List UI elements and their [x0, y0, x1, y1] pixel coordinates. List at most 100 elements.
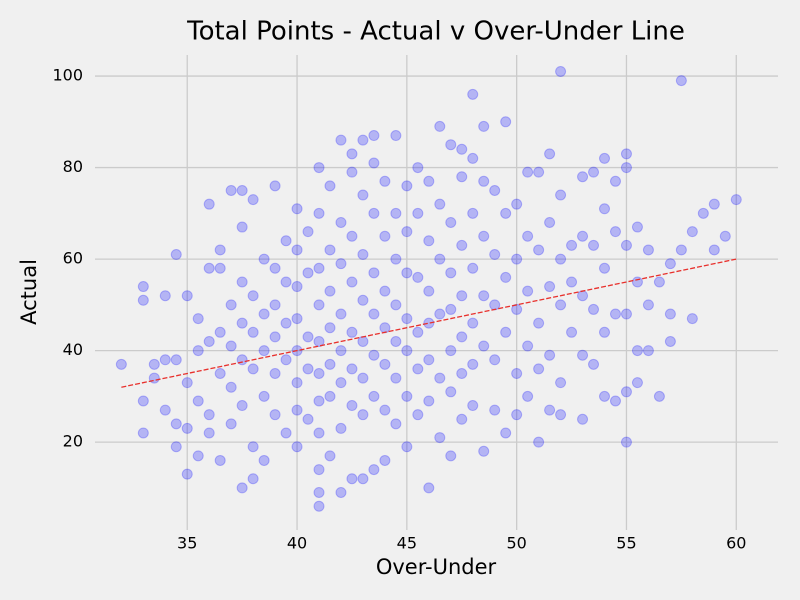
- point: [379, 404, 391, 416]
- point: [533, 166, 545, 178]
- point: [500, 326, 512, 338]
- point: [269, 331, 281, 343]
- point: [456, 290, 468, 302]
- point: [434, 308, 446, 320]
- point: [533, 363, 545, 375]
- point: [401, 345, 413, 357]
- point: [588, 166, 600, 178]
- point: [401, 226, 413, 238]
- point: [192, 450, 204, 462]
- point: [445, 386, 457, 398]
- point: [313, 335, 325, 347]
- point: [357, 473, 369, 485]
- point: [379, 322, 391, 334]
- point: [192, 313, 204, 325]
- point: [192, 345, 204, 357]
- point: [302, 363, 314, 375]
- point: [368, 464, 380, 476]
- point: [291, 377, 303, 389]
- point: [357, 294, 369, 306]
- point: [203, 427, 215, 439]
- point: [335, 345, 347, 357]
- point: [631, 345, 643, 357]
- y-tick-label: 80: [63, 157, 83, 176]
- point: [588, 358, 600, 370]
- point: [258, 390, 270, 402]
- point: [269, 180, 281, 192]
- point: [247, 363, 259, 375]
- point: [577, 171, 589, 183]
- point: [258, 308, 270, 320]
- point: [247, 473, 259, 485]
- point: [291, 203, 303, 215]
- point: [533, 244, 545, 256]
- point: [522, 340, 534, 352]
- point: [511, 409, 523, 421]
- point: [324, 285, 336, 297]
- point: [181, 468, 193, 480]
- point: [324, 244, 336, 256]
- point: [181, 290, 193, 302]
- point: [544, 148, 556, 160]
- point: [313, 262, 325, 274]
- point: [269, 262, 281, 274]
- point: [555, 253, 567, 265]
- point: [346, 230, 358, 242]
- point: [588, 303, 600, 315]
- point: [280, 317, 292, 329]
- point: [159, 404, 171, 416]
- point: [708, 198, 720, 210]
- point: [500, 427, 512, 439]
- point: [390, 130, 402, 142]
- point: [730, 194, 742, 206]
- point: [511, 367, 523, 379]
- point: [423, 482, 435, 494]
- point: [566, 326, 578, 338]
- point: [664, 308, 676, 320]
- point: [478, 290, 490, 302]
- point: [313, 367, 325, 379]
- point: [401, 313, 413, 325]
- point: [467, 358, 479, 370]
- point: [368, 130, 380, 142]
- point: [412, 162, 424, 174]
- point: [599, 390, 611, 402]
- point: [368, 390, 380, 402]
- point: [159, 290, 171, 302]
- point: [291, 244, 303, 256]
- point: [214, 326, 226, 338]
- point: [247, 290, 259, 302]
- point: [203, 198, 215, 210]
- point: [577, 290, 589, 302]
- point: [423, 235, 435, 247]
- point: [335, 377, 347, 389]
- point: [511, 253, 523, 265]
- point: [236, 276, 248, 288]
- point: [280, 276, 292, 288]
- point: [181, 422, 193, 434]
- y-tick-label: 60: [63, 249, 83, 268]
- point: [686, 313, 698, 325]
- point: [335, 486, 347, 498]
- point: [544, 216, 556, 228]
- point: [555, 409, 567, 421]
- point: [225, 340, 237, 352]
- point: [313, 207, 325, 219]
- point: [467, 400, 479, 412]
- point: [456, 331, 468, 343]
- point: [653, 276, 665, 288]
- x-tick-label: 55: [616, 534, 636, 553]
- point: [302, 267, 314, 279]
- point: [258, 454, 270, 466]
- point: [335, 308, 347, 320]
- point: [170, 354, 182, 366]
- point: [390, 418, 402, 430]
- point: [620, 162, 632, 174]
- point: [137, 395, 149, 407]
- point: [236, 482, 248, 494]
- point: [631, 377, 643, 389]
- point: [445, 303, 457, 315]
- point: [225, 299, 237, 311]
- point: [379, 285, 391, 297]
